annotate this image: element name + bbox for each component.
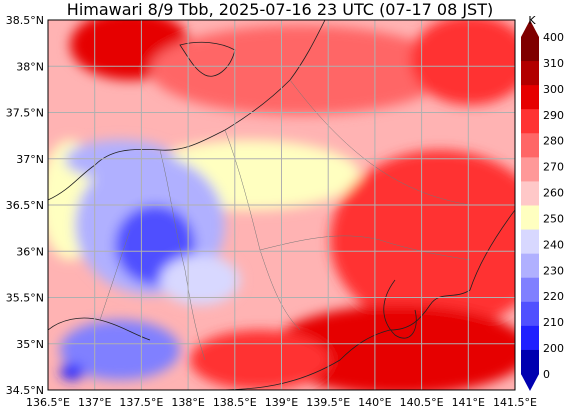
- colorbar-tick-label: 270: [543, 161, 564, 174]
- lon-tick-label: 141.5°E: [493, 396, 537, 409]
- colorbar-swatch: [521, 61, 539, 86]
- colorbar-tick-label: 220: [543, 290, 564, 303]
- colorbar: [521, 20, 539, 391]
- colorbar-swatch: [521, 181, 539, 206]
- lat-tick-label: 35°N: [16, 338, 44, 351]
- lon-tick-label: 138.5°E: [213, 396, 257, 409]
- lat-tick-label: 38.5°N: [6, 14, 44, 27]
- colorbar-extend-bottom: [521, 374, 539, 391]
- lon-tick-label: 137.5°E: [119, 396, 163, 409]
- map-title: Himawari 8/9 Tbb, 2025-07-16 23 UTC (07-…: [66, 0, 494, 19]
- lat-tick-label: 37°N: [16, 153, 44, 166]
- colorbar-tick-label: 200: [543, 342, 564, 355]
- colorbar-swatch: [521, 349, 539, 375]
- coastline-sado: [179, 41, 236, 77]
- colorbar-ticks: 400 310 300 290 280 270 260 250 240 230 220 210 200 0: [543, 31, 564, 381]
- lon-tick-label: 139.5°E: [306, 396, 350, 409]
- colorbar-swatch: [521, 325, 539, 351]
- warm-area-se: [270, 305, 515, 390]
- coastline-pacific: [214, 209, 515, 390]
- colorbar-swatch: [521, 109, 539, 134]
- lat-tick-label: 36.5°N: [6, 199, 44, 212]
- cold-area-north: [65, 140, 175, 180]
- colorbar-tick-label: 300: [543, 83, 564, 96]
- colorbar-unit: K: [528, 14, 536, 27]
- cold-area-south: [160, 255, 240, 305]
- colorbar-swatch: [521, 157, 539, 182]
- lon-tick-label: 136.5°E: [26, 396, 70, 409]
- cold-cell-sw: [60, 364, 84, 380]
- lat-tick-label: 34.5°N: [6, 384, 44, 397]
- colorbar-extend-top: [521, 20, 539, 37]
- colorbar-swatch: [521, 85, 539, 110]
- colorbar-tick-label: 0: [543, 368, 550, 381]
- colorbar-swatch: [521, 277, 539, 303]
- colorbar-tick-label: 280: [543, 135, 564, 148]
- colorbar-tick-label: 400: [543, 31, 564, 44]
- warm-area-east: [330, 150, 515, 330]
- colorbar-tick-label: 250: [543, 212, 564, 225]
- lat-tick-label: 37.5°N: [6, 107, 44, 120]
- lat-tick-label: 38°N: [16, 60, 44, 73]
- colorbar-tick-label: 210: [543, 316, 564, 329]
- grid-lines: [48, 20, 515, 390]
- warm-area-south: [190, 330, 330, 390]
- longitude-ticks: 136.5°E 137°E 137.5°E 138°E 138.5°E 139°E 139.…: [26, 396, 537, 409]
- lon-tick-label: 140°E: [358, 396, 391, 409]
- map-frame: [47, 19, 516, 391]
- colorbar-tick-label: 310: [543, 57, 564, 70]
- lon-tick-label: 140.5°E: [400, 396, 444, 409]
- warm-area-north: [150, 25, 450, 115]
- colorbar-swatch: [521, 37, 539, 62]
- colorbar-swatch: [521, 133, 539, 158]
- lon-tick-label: 141°E: [452, 396, 485, 409]
- coastline-tokyo-bay: [383, 279, 417, 339]
- temperature-field: [48, 20, 515, 390]
- colorbar-tick-label: 230: [543, 264, 564, 277]
- colorbar-swatch: [521, 229, 539, 255]
- colorbar-swatch: [521, 205, 539, 231]
- lat-tick-label: 35.5°N: [6, 292, 44, 305]
- colorbar-swatch: [521, 253, 539, 279]
- cold-area-sw: [60, 320, 180, 380]
- prefecture-borders: [99, 79, 471, 361]
- colorbar-swatch: [521, 301, 539, 327]
- colorbar-tick-label: 290: [543, 109, 564, 122]
- colorbar-tick-label: 240: [543, 238, 564, 251]
- lat-tick-label: 36°N: [16, 245, 44, 258]
- lon-tick-label: 138°E: [171, 396, 204, 409]
- lon-tick-label: 139°E: [265, 396, 298, 409]
- latitude-ticks: 38.5°N 38°N 37.5°N 37°N 36.5°N 36°N 35.5°N 35°N…: [6, 14, 44, 397]
- warm-area-ne: [410, 20, 515, 105]
- lon-tick-label: 137°E: [78, 396, 111, 409]
- colorbar-tick-label: 260: [543, 187, 564, 200]
